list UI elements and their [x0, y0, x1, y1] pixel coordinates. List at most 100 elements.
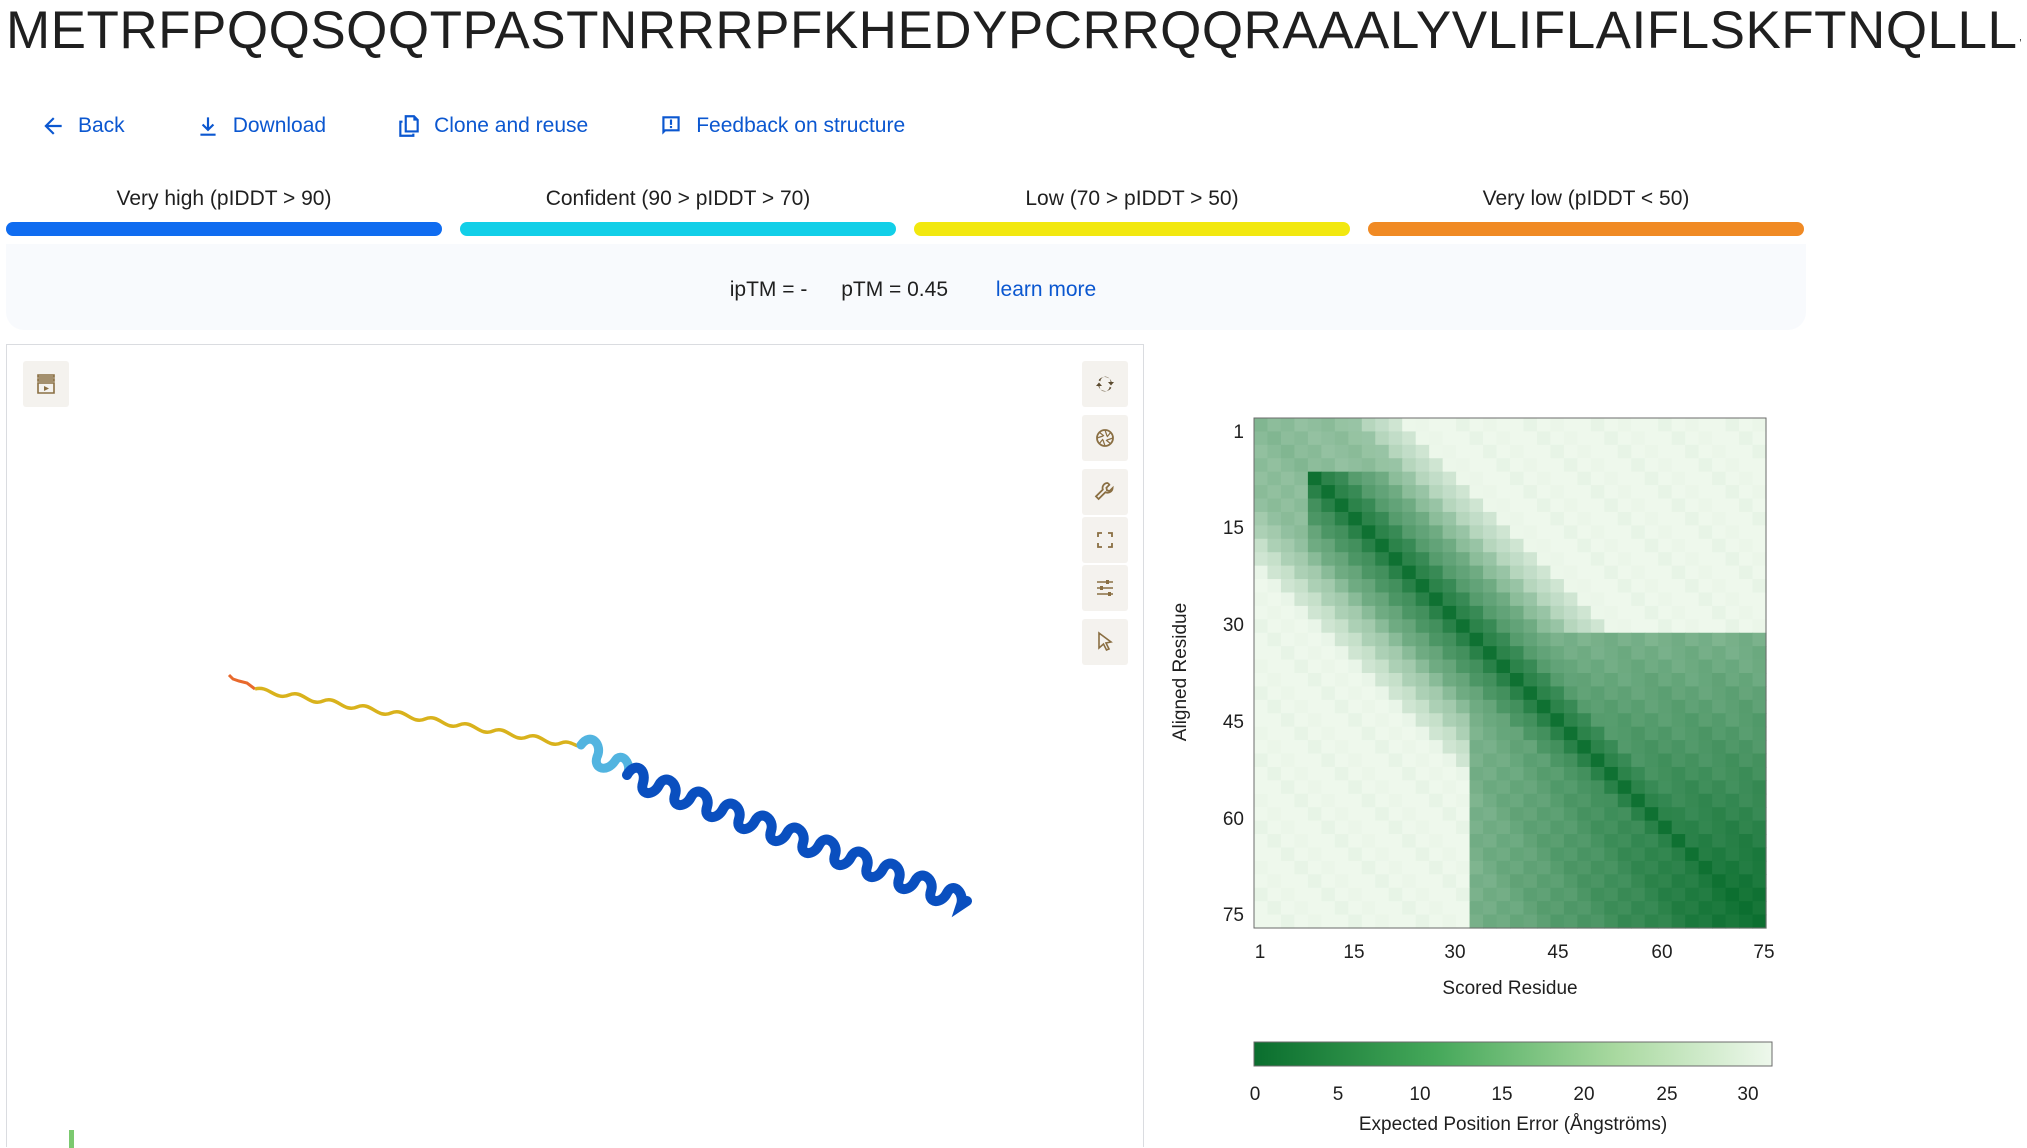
pae-cell — [1644, 579, 1659, 594]
pae-cell — [1550, 766, 1565, 781]
pae-cell — [1631, 605, 1646, 620]
pae-cell — [1429, 431, 1444, 446]
pae-cell — [1429, 511, 1444, 526]
pae-cell — [1510, 673, 1525, 688]
pae-cell — [1429, 673, 1444, 688]
pae-cell — [1388, 592, 1403, 607]
pae-cell — [1644, 659, 1659, 674]
pae-cell — [1267, 498, 1282, 513]
pae-cell — [1510, 753, 1525, 768]
pae-cell — [1348, 646, 1363, 661]
pae-cell — [1590, 766, 1605, 781]
feedback-button[interactable]: Feedback on structure — [658, 113, 905, 139]
pae-cell — [1725, 780, 1740, 795]
pae-cell — [1523, 619, 1538, 634]
pae-cell — [1644, 552, 1659, 567]
pae-cell — [1469, 592, 1484, 607]
pae-cell — [1550, 605, 1565, 620]
pae-cell — [1456, 874, 1471, 889]
pae-cell — [1254, 525, 1269, 540]
pae-cell — [1469, 511, 1484, 526]
protein-structure-render[interactable] — [7, 345, 1145, 1148]
pae-cell — [1752, 834, 1767, 849]
pae-cell — [1456, 847, 1471, 862]
pae-cell — [1658, 820, 1673, 835]
pae-cell — [1361, 713, 1376, 728]
download-button[interactable]: Download — [195, 113, 326, 139]
pae-cell — [1644, 418, 1659, 433]
pae-cell — [1590, 471, 1605, 486]
pae-cell — [1496, 673, 1511, 688]
pae-cell — [1402, 538, 1417, 553]
pae-cell — [1604, 659, 1619, 674]
iptm-score: ipTM = - — [729, 278, 808, 301]
pae-cell — [1254, 646, 1269, 661]
pae-cell — [1483, 686, 1498, 701]
pae-cell — [1307, 485, 1322, 500]
pae-cell — [1415, 525, 1430, 540]
pae-cell — [1577, 699, 1592, 714]
pae-cell — [1590, 646, 1605, 661]
pae-heatmap-svg[interactable] — [1160, 380, 1800, 1147]
pae-cell — [1294, 471, 1309, 486]
pae-cell — [1307, 525, 1322, 540]
pae-cell — [1577, 498, 1592, 513]
clone-reuse-button[interactable]: Clone and reuse — [396, 113, 588, 139]
learn-more-link[interactable]: learn more — [995, 278, 1097, 301]
pae-cell — [1429, 458, 1444, 473]
screenshot-button[interactable] — [1082, 415, 1128, 461]
selection-mode-button[interactable] — [1082, 619, 1128, 665]
pae-cell — [1739, 726, 1754, 741]
pae-cell — [1617, 552, 1632, 567]
pae-cell — [1307, 847, 1322, 862]
structure-viewer[interactable] — [6, 344, 1145, 1148]
pae-cell — [1523, 538, 1538, 553]
reset-view-button[interactable] — [1082, 361, 1128, 407]
pae-cell — [1496, 592, 1511, 607]
pae-cell — [1739, 820, 1754, 835]
pae-cell — [1483, 498, 1498, 513]
pae-cell — [1536, 820, 1552, 835]
pae-cell — [1577, 766, 1592, 781]
pae-cell — [1644, 793, 1659, 808]
pae-cell — [1590, 834, 1605, 849]
pae-cell — [1334, 793, 1349, 808]
pae-cell — [1375, 538, 1390, 553]
pae-cell — [1577, 713, 1592, 728]
pae-cell — [1523, 552, 1538, 567]
pae-cell — [1685, 458, 1700, 473]
pae-cell — [1658, 740, 1673, 755]
pae-cell — [1267, 538, 1282, 553]
pae-cell — [1402, 471, 1417, 486]
pae-cell — [1739, 834, 1754, 849]
pae-cell — [1550, 485, 1565, 500]
pae-cell — [1536, 632, 1552, 647]
pae-cell — [1456, 619, 1471, 634]
pae-cell — [1523, 605, 1538, 620]
controls-button[interactable] — [1082, 469, 1128, 515]
pae-cell — [1712, 538, 1727, 553]
pae-cell — [1388, 887, 1403, 902]
pae-cell — [1712, 887, 1727, 902]
pae-cell — [1254, 874, 1269, 889]
pae-cell — [1348, 901, 1363, 916]
pae-cell — [1644, 431, 1659, 446]
action-toolbar: Back Download Clone and reuse Feedback o… — [40, 108, 975, 144]
pae-cell — [1510, 887, 1525, 902]
pae-cell — [1577, 605, 1592, 620]
pae-cell — [1307, 444, 1322, 459]
pae-cell — [1671, 780, 1686, 795]
fullscreen-button[interactable] — [1082, 517, 1128, 563]
pae-cell — [1294, 673, 1309, 688]
pae-cell — [1658, 605, 1673, 620]
pae-cell — [1617, 887, 1632, 902]
pae-cell — [1590, 431, 1605, 446]
pae-cell — [1550, 673, 1565, 688]
back-button[interactable]: Back — [40, 113, 125, 139]
pae-cell — [1280, 847, 1296, 862]
pae-cell — [1456, 807, 1471, 822]
settings-button[interactable] — [1082, 565, 1128, 611]
pae-cell — [1348, 485, 1363, 500]
sequence-viewer-button[interactable] — [23, 361, 69, 407]
pae-cell — [1307, 807, 1322, 822]
